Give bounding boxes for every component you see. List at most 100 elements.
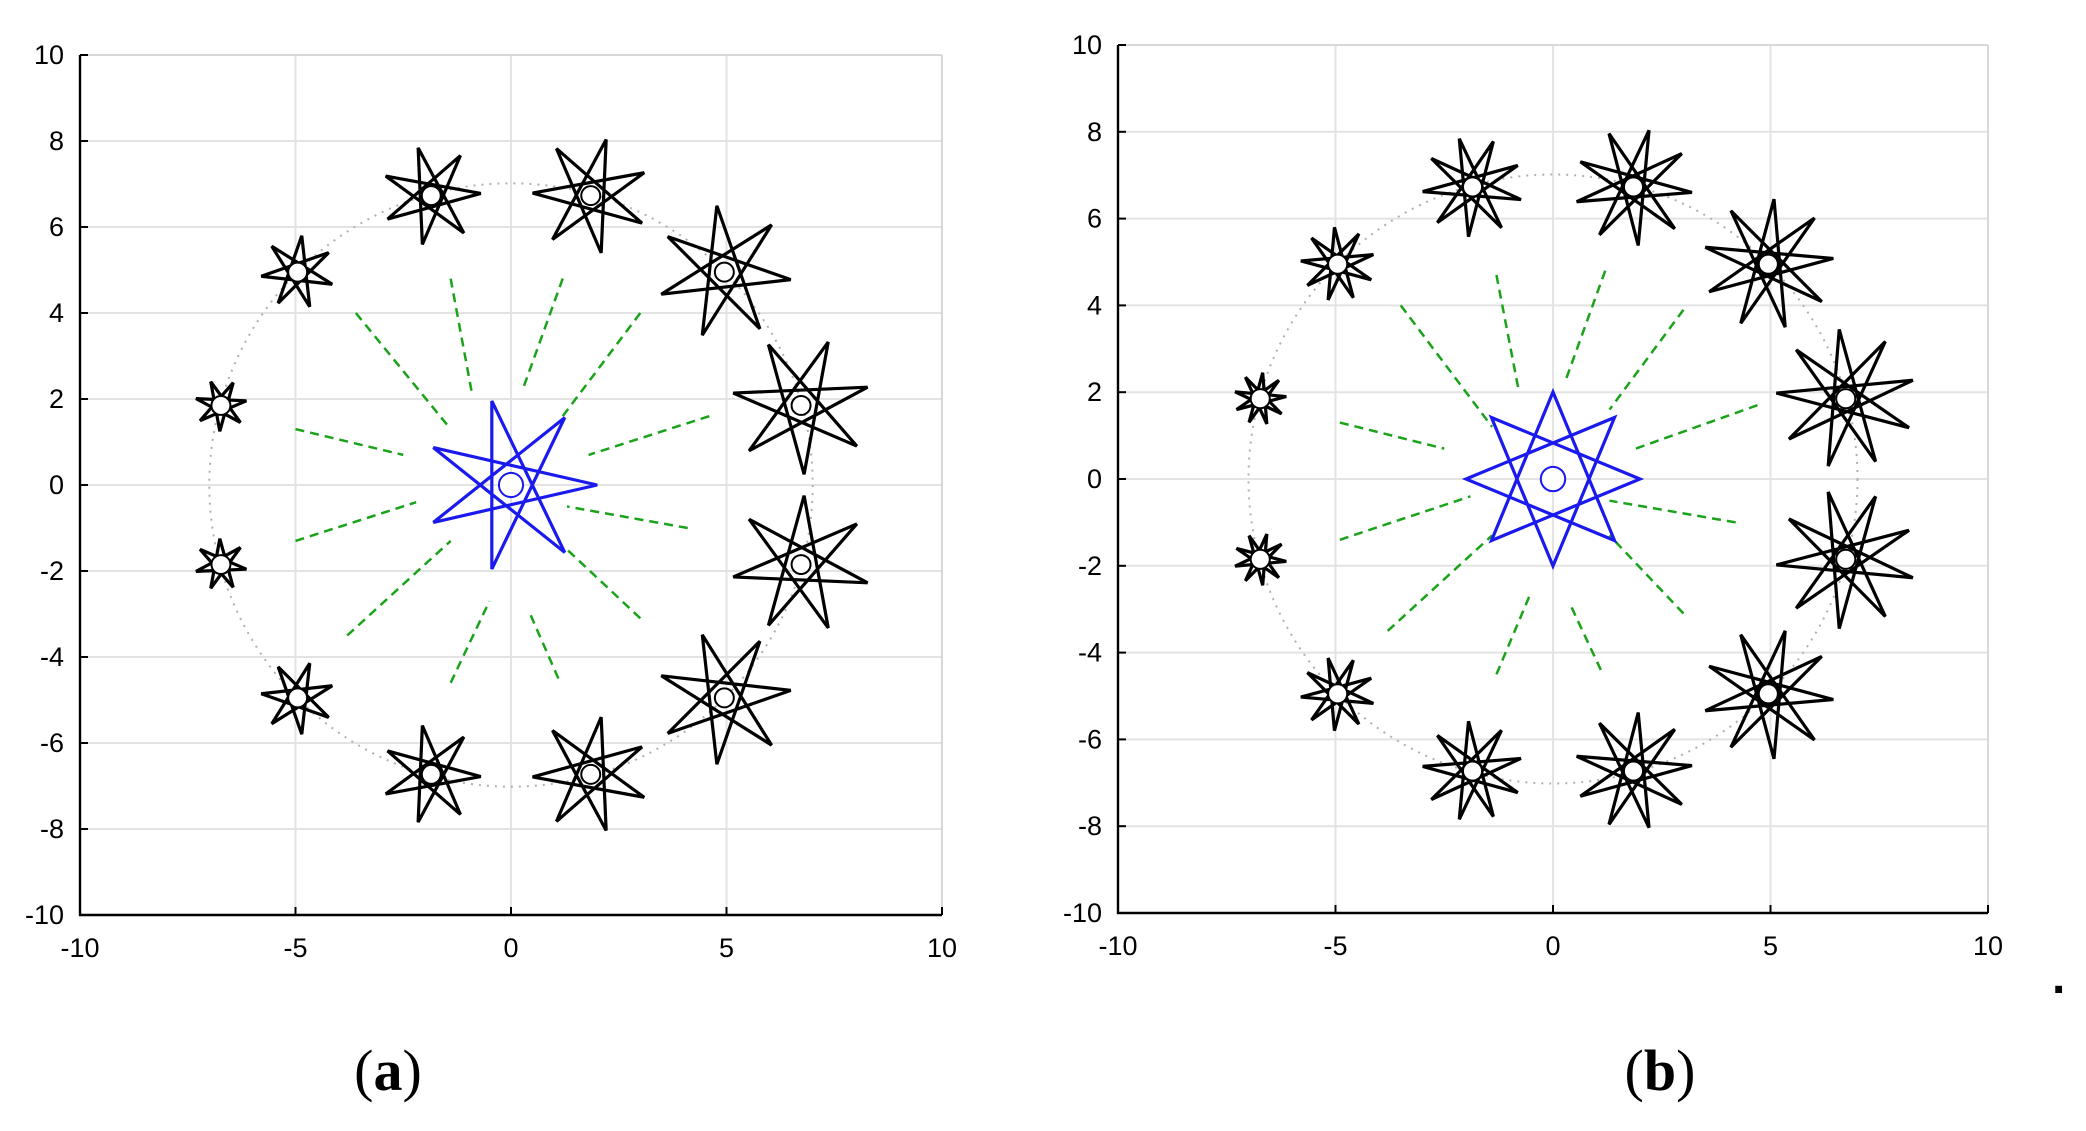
green-ray (1608, 308, 1685, 411)
y-tick-label: 4 (1087, 290, 1102, 320)
y-tick-label: 2 (49, 384, 64, 414)
green-ray (449, 278, 474, 395)
ring-star (732, 495, 869, 629)
green-ray (566, 505, 688, 530)
ring-star-hub (790, 394, 812, 416)
green-ray (1635, 404, 1758, 450)
green-ray (1608, 534, 1685, 615)
y-tick-label: -4 (1078, 638, 1102, 668)
x-tick-label: -5 (1323, 931, 1347, 961)
ring-star-hub (210, 554, 232, 576)
ring-star-hub (1249, 388, 1271, 410)
green-ray (527, 609, 560, 680)
ring-star (532, 138, 646, 254)
green-ray (1495, 274, 1520, 389)
x-tick-label: 5 (719, 933, 734, 963)
y-tick-label: -8 (40, 814, 64, 844)
y-tick-label: 4 (49, 298, 64, 328)
x-tick-label: -5 (283, 933, 307, 963)
ring-star (1704, 630, 1834, 760)
ring-star-hub (1327, 253, 1349, 275)
ring-star-hub (1757, 683, 1779, 705)
panel-label: (b) (1625, 1038, 1696, 1103)
ring-star (1704, 198, 1834, 328)
y-tick-label: -6 (40, 728, 64, 758)
ring-star-hub (1835, 388, 1857, 410)
ring-star-hub (713, 687, 735, 709)
y-tick-label: -10 (25, 900, 64, 930)
ring-star-hub (1249, 548, 1271, 570)
ring-star-hub (1622, 760, 1645, 782)
ring-star-hub (1327, 683, 1349, 705)
ring-star-hub (713, 261, 735, 283)
ring-star-hub (790, 554, 812, 576)
panel-label: (a) (354, 1038, 422, 1103)
center-star (1461, 387, 1645, 571)
ring-star-hub (580, 185, 602, 207)
ring-star-hub (210, 394, 232, 416)
reference-circle (1247, 173, 1859, 785)
panel-label-letter: b (1644, 1038, 1676, 1103)
y-tick-label: -2 (40, 556, 64, 586)
ring-star (532, 716, 646, 832)
ring-star (1775, 491, 1914, 630)
green-ray (522, 278, 564, 387)
green-ray (566, 548, 642, 620)
ring-star-hub (1622, 176, 1645, 198)
ring-star-hub (580, 763, 602, 785)
ring-star-hub (287, 261, 309, 283)
panel-label-letter: a (374, 1038, 403, 1103)
y-tick-label: -6 (1078, 724, 1102, 754)
x-tick-label: 0 (503, 933, 518, 963)
y-tick-label: -2 (1078, 551, 1102, 581)
green-ray (1564, 270, 1607, 380)
y-tick-label: -8 (1078, 811, 1102, 841)
ring-star (384, 724, 482, 823)
y-tick-label: 6 (1087, 204, 1102, 234)
reference-circle (208, 182, 814, 788)
green-ray (1399, 304, 1494, 428)
ring-star-hub (1461, 760, 1484, 782)
y-tick-label: 8 (49, 126, 64, 156)
center-star (432, 400, 598, 570)
x-tick-label: -10 (60, 933, 99, 963)
trailing-mark: . (2052, 951, 2065, 1004)
ring-star (1775, 328, 1914, 467)
green-ray (1339, 421, 1445, 450)
green-ray (561, 312, 642, 417)
y-tick-label: -4 (40, 642, 64, 672)
ring-star-hub (420, 185, 442, 207)
y-tick-label: 10 (34, 40, 64, 70)
ring-star-hub (1461, 176, 1484, 198)
green-ray (1339, 495, 1471, 541)
x-tick-label: -10 (1098, 931, 1137, 961)
green-ray (354, 312, 452, 430)
green-ray (449, 600, 491, 684)
x-tick-label: 10 (927, 933, 957, 963)
ring-star-hub (420, 763, 442, 785)
panel-a: -10 -5 0 5 10 -10 -8 -6 -4 -2 0 2 4 6 8 10 (a) (25, 40, 957, 1103)
panel-b: -10 -5 0 5 10 -10 -8 -6 -4 -2 0 2 4 6 8 10 (b) (1063, 30, 2003, 1103)
ring-star-hub (1757, 253, 1779, 275)
center-star-hub (1539, 465, 1567, 493)
y-tick-label: 0 (49, 470, 64, 500)
center-star-hub (497, 471, 525, 499)
green-ray (1609, 499, 1736, 524)
ring-star (732, 341, 869, 475)
green-ray (588, 415, 710, 457)
y-tick-label: -10 (1063, 898, 1102, 928)
y-tick-label: 0 (1087, 464, 1102, 494)
ring-star (660, 205, 792, 337)
green-ray (1386, 534, 1493, 632)
green-ray (295, 501, 417, 543)
ring-star (660, 633, 792, 765)
y-tick-label: 8 (1087, 117, 1102, 147)
y-tick-label: 2 (1087, 377, 1102, 407)
x-tick-label: 10 (1973, 931, 2003, 961)
green-ray (346, 539, 452, 637)
x-tick-label: 0 (1545, 931, 1560, 961)
y-tick-label: 6 (49, 212, 64, 242)
ring-star (384, 147, 482, 246)
green-ray (1569, 604, 1602, 671)
